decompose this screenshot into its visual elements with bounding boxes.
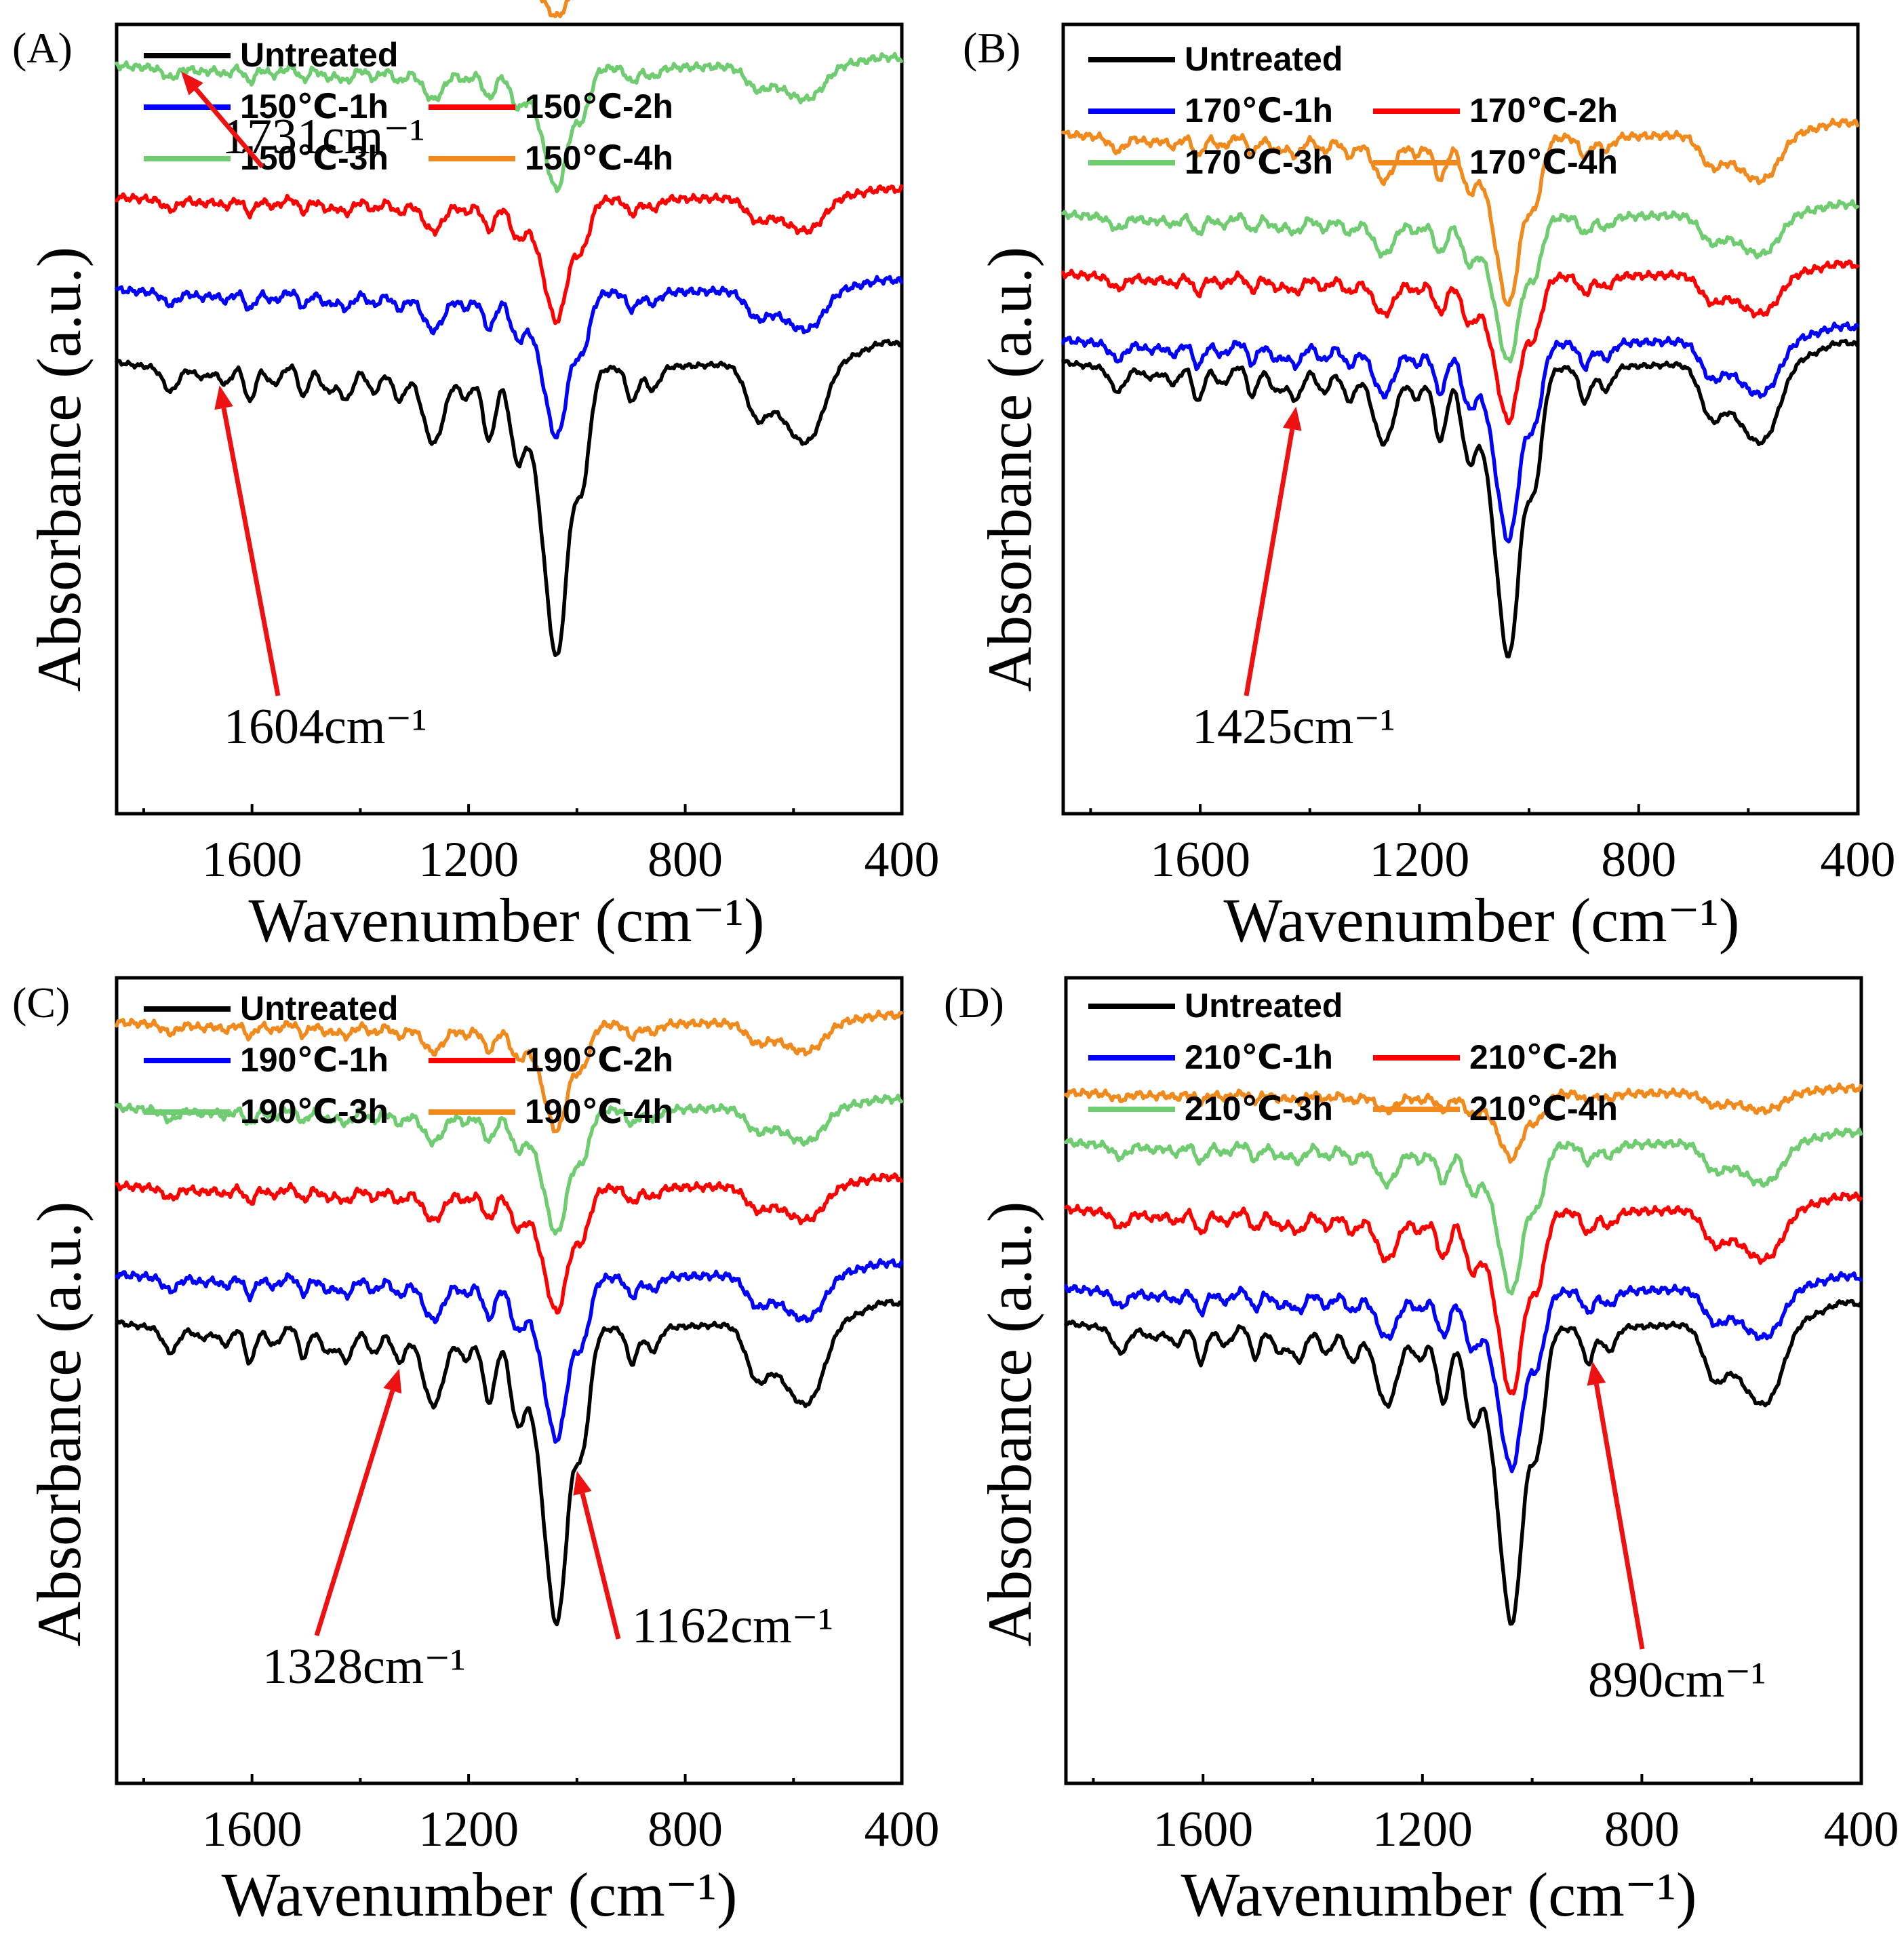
- panel-b: (B) 1600 1200 800 400 Untreated 170℃-1h 170℃-2…: [963, 22, 1896, 955]
- panel-d-xtick-label: 1200: [1372, 1802, 1473, 1857]
- panel-d-legend-label-2: 210℃-2h: [1469, 1038, 1618, 1076]
- panel-a-xtick-label: 800: [648, 832, 723, 888]
- panel-b-xtick-label: 1600: [1150, 832, 1250, 888]
- panel-a-series-4: [539, 0, 574, 18]
- panel-c-series-0: [115, 1299, 903, 1627]
- panel-d-series-0: [1064, 1299, 1863, 1626]
- panel-c-annotation-0: 1328cm⁻¹: [262, 1639, 466, 1695]
- panel-c-xtick-label: 1600: [202, 1802, 302, 1857]
- panel-c-legend-label-2: 190℃-2h: [525, 1041, 673, 1079]
- panel-b-series-4: [1061, 117, 1859, 307]
- panel-d-xtick-label: 1600: [1153, 1802, 1253, 1857]
- panel-c-annotation-arrowhead-1: [573, 1471, 592, 1496]
- panel-b-letter: (B): [963, 24, 1020, 72]
- panel-a-xtick-label: 400: [865, 832, 940, 888]
- panel-a: (A) 1600 1200 800 400 Untreated 150℃-1h 150℃-2…: [12, 0, 940, 955]
- panel-b-legend-label-0: Untreated: [1185, 40, 1343, 78]
- panel-b-series-1: [1061, 321, 1859, 544]
- panel-b-annotation-arrow-0: [1244, 429, 1295, 696]
- panel-b-xtick-label: 400: [1821, 832, 1896, 888]
- panel-d-series-1: [1064, 1271, 1863, 1473]
- panel-b-series-3: [1061, 199, 1859, 363]
- panel-c-frame: [115, 976, 904, 1785]
- panel-a-frame: [115, 22, 904, 816]
- panel-a-annotation-arrow-1: [221, 408, 281, 696]
- panel-c-legend-label-0: Untreated: [240, 989, 398, 1027]
- panel-c-plot: 1600 1200 800 400 Untreated 190℃-1h 190℃-2h 190…: [115, 976, 940, 1857]
- panel-c-xtick-label: 1200: [418, 1802, 519, 1857]
- panel-d-plot: 1600 1200 800 400 Untreated 210℃-1h 210℃-2h 210…: [1064, 976, 1899, 1857]
- panel-b-series-0: [1061, 338, 1859, 658]
- panel-a-legend-label-4: 150℃-4h: [525, 139, 673, 177]
- panel-c-legend-label-4: 190℃-4h: [525, 1092, 673, 1130]
- panel-c-annotation-arrow-1: [580, 1492, 621, 1640]
- panel-c-xtick-label: 400: [865, 1802, 940, 1857]
- panel-d-legend-label-1: 210℃-1h: [1185, 1038, 1333, 1076]
- panel-a-series-2: [115, 184, 903, 325]
- panel-c: (C) 1600 1200 800 400 Untreated 190℃-1h 190℃-2…: [12, 976, 940, 1929]
- panel-c-xtick-label: 800: [648, 1802, 723, 1857]
- panel-a-annotation-arrow-0: [194, 87, 264, 169]
- panel-b-legend-label-3: 170℃-3h: [1185, 143, 1333, 181]
- panel-d-frame: [1064, 976, 1863, 1785]
- panel-b-xtick-label: 1200: [1369, 832, 1469, 888]
- panel-b-xtick-label: 800: [1601, 832, 1676, 888]
- panel-a-series-0: [115, 338, 903, 658]
- panel-d-letter: (D): [944, 978, 1004, 1027]
- panel-a-series-3: [115, 52, 903, 193]
- panel-d-series-4: [1064, 1082, 1863, 1164]
- panel-b-series-2: [1061, 259, 1859, 426]
- panel-d-annotation-arrowhead-0: [1587, 1361, 1606, 1386]
- panel-c-xlabel: Wavenumber (cm⁻¹): [222, 1860, 738, 1929]
- panel-c-legend-label-1: 190℃-1h: [240, 1041, 389, 1079]
- panel-a-legend-label-3: 150℃-3h: [240, 139, 389, 177]
- panel-b-plot: 1600 1200 800 400 Untreated 170℃-1h 170℃-2h 170…: [1061, 22, 1896, 888]
- panel-b-annotation-arrowhead-0: [1282, 406, 1302, 431]
- panel-d-series-3: [1064, 1127, 1863, 1296]
- panel-c-series-3: [115, 1093, 903, 1236]
- panel-b-annotation-0: 1425cm⁻¹: [1192, 699, 1395, 755]
- panel-a-series-1: [115, 275, 903, 439]
- panel-c-letter: (C): [12, 978, 70, 1027]
- panel-d-xtick-label: 400: [1824, 1802, 1899, 1857]
- panel-c-annotation-arrow-0: [314, 1389, 395, 1637]
- panel-a-xlabel: Wavenumber (cm⁻¹): [249, 886, 765, 955]
- panel-a-legend-label-0: Untreated: [240, 36, 398, 74]
- panel-c-annotation-arrowhead-0: [383, 1368, 402, 1394]
- panel-c-ylabel: Absorbance (a.u.): [24, 1202, 94, 1647]
- panel-a-letter: (A): [12, 24, 73, 72]
- panel-b-legend-label-4: 170℃-4h: [1469, 143, 1618, 181]
- panel-b-frame: [1061, 22, 1860, 816]
- panel-d-annotation-arrow-0: [1593, 1383, 1645, 1650]
- panel-d-legend-label-4: 210℃-4h: [1469, 1090, 1618, 1128]
- panel-a-xtick-label: 1600: [202, 832, 302, 888]
- panel-a-annotation-arrowhead-1: [214, 385, 233, 410]
- panel-d-ylabel: Absorbance (a.u.): [975, 1202, 1044, 1647]
- panel-b-ylabel: Absorbance (a.u.): [975, 247, 1044, 692]
- panel-b-legend-label-1: 170℃-1h: [1185, 92, 1333, 130]
- panel-c-legend-label-3: 190℃-3h: [240, 1092, 389, 1130]
- panel-d-legend-label-0: Untreated: [1185, 987, 1343, 1025]
- panel-a-annotation-1: 1604cm⁻¹: [224, 699, 427, 755]
- panel-c-series-2: [115, 1172, 903, 1315]
- panel-c-series-4: [115, 1009, 903, 1134]
- panel-d: (D) 1600 1200 800 400 Untreated 210℃-1h 210℃-2…: [944, 976, 1899, 1929]
- panel-c-series-1: [115, 1258, 903, 1444]
- panel-d-xtick-label: 800: [1604, 1802, 1680, 1857]
- panel-d-xlabel: Wavenumber (cm⁻¹): [1181, 1860, 1697, 1929]
- panel-d-series-2: [1064, 1191, 1863, 1395]
- panel-d-legend-label-3: 210℃-3h: [1185, 1090, 1333, 1128]
- panel-a-legend-label-2: 150℃-2h: [525, 87, 673, 125]
- panel-b-legend-label-2: 170℃-2h: [1469, 92, 1618, 130]
- panel-a-ylabel: Absorbance (a.u.): [24, 247, 94, 692]
- panel-b-xlabel: Wavenumber (cm⁻¹): [1224, 886, 1740, 955]
- panel-c-annotation-1: 1162cm⁻¹: [632, 1598, 833, 1654]
- panel-d-annotation-0: 890cm⁻¹: [1588, 1652, 1766, 1708]
- panel-a-legend-label-1: 150℃-1h: [240, 87, 389, 125]
- panel-a-annotation-arrowhead-0: [181, 71, 203, 96]
- panel-a-plot: 1600 1200 800 400 Untreated 150℃-1h 150℃-2h 150…: [115, 0, 940, 888]
- panel-a-xtick-label: 1200: [418, 832, 519, 888]
